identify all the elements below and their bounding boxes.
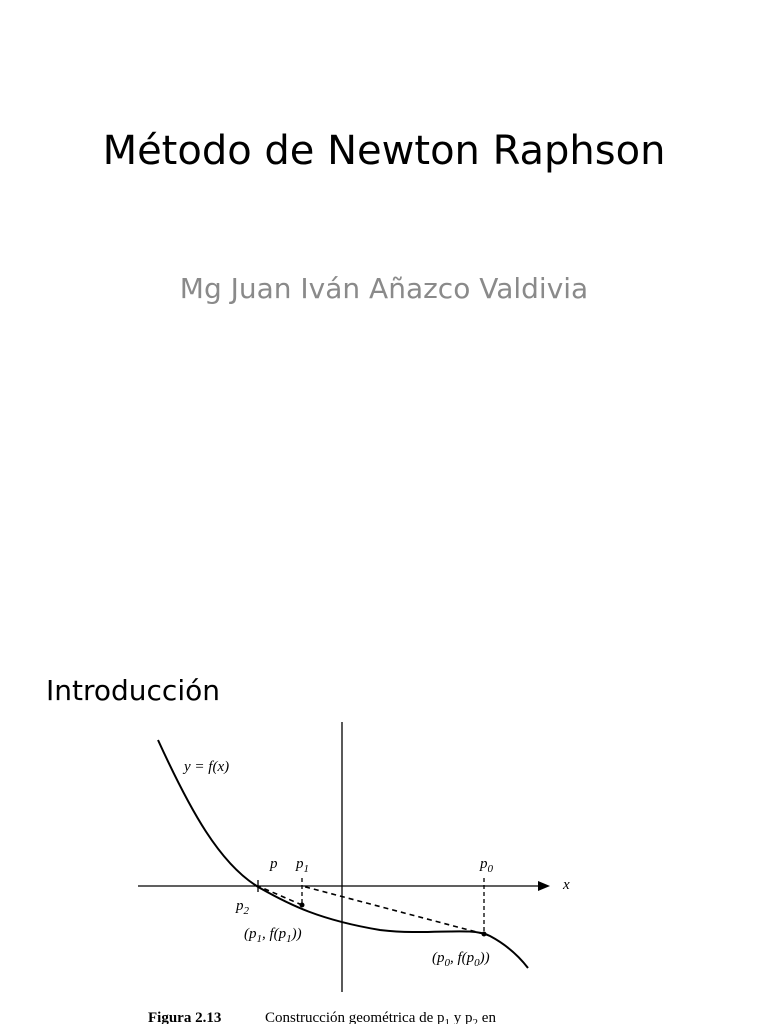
- subscript: 2: [473, 1017, 479, 1024]
- figure-label: (p0, f(p0)): [432, 950, 490, 969]
- label-part: , f(p: [262, 926, 287, 942]
- title: Método de Newton Raphson: [102, 128, 666, 174]
- section-heading: Introducción: [46, 674, 220, 707]
- tangent: [257, 885, 303, 906]
- subscript: 1: [445, 1017, 451, 1024]
- figure-label: y = f(x): [182, 759, 229, 775]
- label-part: )): [291, 926, 302, 942]
- label-part: en: [478, 1010, 496, 1024]
- figure-label: (p1, f(p1)): [244, 926, 302, 945]
- figure-label: x: [562, 877, 570, 893]
- label-part: p: [295, 856, 304, 872]
- figure-label: p0: [479, 856, 494, 875]
- caption-number: Figura 2.13: [148, 1010, 221, 1024]
- caption-text: Construcción geométrica de p1 y p2 en: [265, 1010, 496, 1024]
- point: [481, 931, 487, 937]
- label-part: y = f(x): [182, 759, 229, 775]
- label-part: p: [269, 856, 278, 872]
- label-part: (p: [244, 926, 257, 942]
- subscript: 0: [445, 957, 451, 969]
- subscript: 1: [257, 933, 263, 945]
- subscript: 1: [286, 933, 292, 945]
- tangent: [301, 885, 485, 935]
- subscript: 0: [474, 957, 480, 969]
- figure-label: p: [269, 856, 278, 872]
- subtitle: Mg Juan Iván Añazco Valdivia: [179, 272, 589, 305]
- label-part: p: [479, 856, 488, 872]
- label-part: (p: [432, 950, 445, 966]
- figure-label: p1: [295, 856, 309, 875]
- curve: [157, 739, 529, 969]
- label-part: y p: [450, 1010, 473, 1024]
- label-part: Construcción geométrica de p: [265, 1010, 445, 1024]
- subscript: 0: [488, 863, 494, 875]
- arrow: [538, 881, 550, 891]
- label-part: p: [235, 898, 244, 914]
- figure-label: p2: [235, 898, 250, 917]
- subscript: 2: [244, 905, 250, 917]
- point: [299, 902, 305, 908]
- label-part: x: [562, 877, 570, 893]
- subscript: 1: [304, 863, 310, 875]
- label-part: , f(p: [450, 950, 475, 966]
- label-part: )): [479, 950, 490, 966]
